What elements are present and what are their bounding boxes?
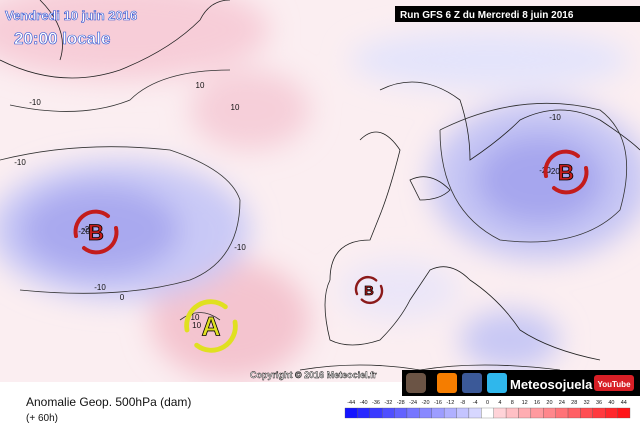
pressure-system: B [354, 275, 384, 305]
circulation-arrow [194, 319, 238, 353]
scale-label: 28 [571, 400, 577, 406]
brand[interactable]: Meteosojuela [510, 377, 593, 392]
system-value: -20 [548, 167, 560, 176]
scale-cell [567, 407, 581, 419]
scale-cell [493, 407, 507, 419]
circulation-arrow [552, 166, 589, 195]
contour-label: 10 [196, 81, 205, 90]
scale-cell [394, 407, 408, 419]
scale-cell [468, 407, 482, 419]
scale-cell [456, 407, 470, 419]
scale-cell [382, 407, 395, 419]
scale-label: -24 [409, 400, 417, 406]
blogger-icon[interactable] [437, 373, 457, 393]
system-letter: B [88, 220, 104, 245]
scale-label: 8 [511, 400, 514, 406]
system-value: 10 [192, 321, 201, 330]
scale-label: 40 [608, 400, 614, 406]
date: Vendredi 10 juin 2016 [5, 8, 137, 23]
circulation-arrow [354, 275, 378, 296]
scale-cell [406, 407, 420, 419]
contour-label: -10 [234, 243, 246, 252]
scale-cell [344, 407, 358, 419]
contour-label: -10 [549, 113, 561, 122]
system-letter: A [201, 312, 220, 342]
scale-label: 24 [559, 400, 565, 406]
scale-cell [617, 407, 631, 419]
scale-cell [369, 407, 383, 419]
anomaly-field [0, 0, 640, 380]
circulation-arrow [73, 209, 110, 238]
system-letter: B [364, 283, 374, 298]
instagram-icon[interactable] [406, 373, 426, 393]
scale-label: -36 [372, 400, 380, 406]
footer-title: Anomalie Geop. 500hPa (dam) [26, 395, 191, 409]
twitter-icon[interactable] [487, 373, 507, 393]
contour-label: 10 [231, 103, 240, 112]
youtube-box[interactable] [594, 375, 634, 391]
scale-label: -44 [347, 400, 355, 406]
copyright: Copyright © 2016 Meteociel.fr [250, 370, 377, 380]
scale-label: -28 [397, 400, 405, 406]
lead-time: (+ 60h) [26, 413, 58, 424]
scale-label: 4 [498, 400, 501, 406]
scale-cell [518, 407, 532, 419]
contour-label: -10 [29, 98, 41, 107]
scale-label: -12 [446, 400, 454, 406]
circulation-arrow [184, 299, 228, 333]
facebook-icon[interactable] [462, 373, 482, 393]
scale-cell [555, 407, 569, 419]
scale-label: 20 [546, 400, 552, 406]
scale-cell [530, 407, 544, 419]
scale-cell [605, 407, 618, 419]
scale-label: -32 [384, 400, 392, 406]
contour-label: 0 [120, 293, 125, 302]
scale-label: -20 [422, 400, 430, 406]
scale-label: 16 [534, 400, 540, 406]
circulation-arrow [360, 284, 384, 305]
run-box [395, 6, 640, 22]
scale-label: -16 [434, 400, 442, 406]
contour-label: -10 [94, 283, 106, 292]
circulation-arrow [543, 149, 580, 178]
scale-cell [431, 407, 445, 419]
run: Run GFS 6 Z du Mercredi 8 juin 2016 [400, 10, 574, 21]
time: 20:00 locale [14, 29, 110, 48]
scale-cell [357, 407, 370, 419]
scale-label: 12 [522, 400, 528, 406]
pressure-system: B-20 [543, 149, 589, 195]
header: Vendredi 10 juin 2016 20:00 locale Run G… [5, 6, 640, 48]
youtube[interactable]: YouTube [597, 380, 631, 389]
system-letter: B [558, 160, 574, 185]
pressure-system: A10 [184, 299, 238, 353]
contours [0, 69, 628, 321]
scale-label: 44 [621, 400, 627, 406]
scale-cell [481, 407, 494, 419]
scale-label: 36 [596, 400, 602, 406]
pressure-system: B-20 [73, 209, 119, 255]
circulation-arrow [82, 226, 119, 255]
scale-cell [443, 407, 457, 419]
contour-label: -20 [82, 225, 94, 234]
scale-label: 0 [486, 400, 489, 406]
contour-label: 10 [191, 313, 200, 322]
scale-cell [580, 407, 593, 419]
contour-label: -10 [14, 158, 26, 167]
scale-cell [419, 407, 432, 419]
scale-cell [505, 407, 519, 419]
system-value: -20 [78, 227, 90, 236]
scale-label: -4 [473, 400, 478, 406]
scale-label: -40 [360, 400, 368, 406]
scale-label: -8 [460, 400, 465, 406]
scale-label: 32 [584, 400, 590, 406]
scale-cell [543, 407, 556, 419]
scale-cell [592, 407, 606, 419]
